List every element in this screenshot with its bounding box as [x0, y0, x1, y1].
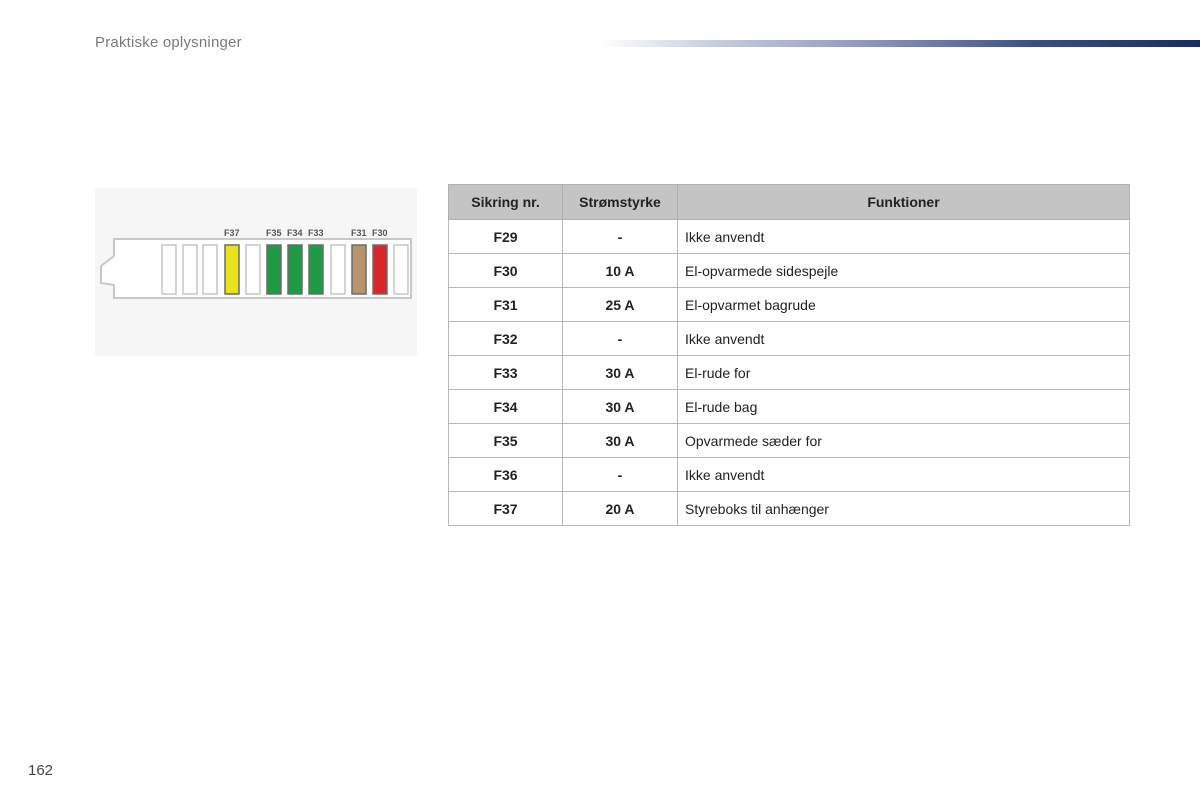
fuse-slot	[182, 244, 198, 295]
table-row: F37 20 A Styreboks til anhænger	[448, 491, 1130, 526]
current-cell: -	[562, 321, 678, 356]
fuse-number-cell: F36	[448, 457, 563, 492]
fuse-box-svg: F37 F35 F34 F33 F31 F30	[100, 228, 412, 299]
fuse-number-cell: F32	[448, 321, 563, 356]
fuse-label: F34	[287, 228, 303, 238]
fuse-slot	[372, 244, 388, 295]
fuse-label: F33	[308, 228, 324, 238]
header-accent-bar	[600, 40, 1200, 47]
table-row: F35 30 A Opvarmede sæder for	[448, 423, 1130, 458]
header-fuse-number: Sikring nr.	[448, 184, 563, 220]
fuse-number-cell: F35	[448, 423, 563, 458]
fuse-slot	[202, 244, 218, 295]
function-cell: Ikke anvendt	[677, 321, 1130, 356]
fuse-label: F35	[266, 228, 282, 238]
fuse-slot	[161, 244, 177, 295]
fuse-box-diagram: F37 F35 F34 F33 F31 F30	[95, 188, 417, 356]
fuse-slot	[245, 244, 261, 295]
header-functions: Funktioner	[677, 184, 1130, 220]
current-cell: 25 A	[562, 287, 678, 322]
function-cell: El-opvarmet bagrude	[677, 287, 1130, 322]
table-row: F36- Ikke anvendt	[448, 457, 1130, 492]
page-number: 162	[28, 762, 54, 779]
table-row: F30 10 A El-opvarmede sidespejle	[448, 253, 1130, 288]
fuse-label: F37	[224, 228, 240, 238]
fuse-table: Sikring nr. Strømstyrke Funktioner F29- I…	[448, 184, 1130, 526]
fuse-slot	[266, 244, 282, 295]
fuse-label: F31	[351, 228, 367, 238]
table-row: F31 25 A El-opvarmet bagrude	[448, 287, 1130, 322]
table-row: F33 30 A El-rude for	[448, 355, 1130, 390]
function-cell: Ikke anvendt	[677, 457, 1130, 492]
current-cell: 10 A	[562, 253, 678, 288]
fuse-number-cell: F33	[448, 355, 563, 390]
page-header-title: Praktiske oplysninger	[95, 34, 242, 51]
fuse-label: F30	[372, 228, 388, 238]
fuse-slots	[161, 244, 409, 295]
fuse-number-cell: F37	[448, 491, 563, 526]
fuse-slot	[351, 244, 367, 295]
fuse-slot	[393, 244, 409, 295]
function-cell: El-opvarmede sidespejle	[677, 253, 1130, 288]
function-cell: Styreboks til anhænger	[677, 491, 1130, 526]
function-cell: El-rude bag	[677, 389, 1130, 424]
current-cell: -	[562, 457, 678, 492]
current-cell: -	[562, 219, 678, 254]
fuse-number-cell: F34	[448, 389, 563, 424]
fuse-slot	[224, 244, 240, 295]
table-row: F34 30 A El-rude bag	[448, 389, 1130, 424]
table-row: F29- Ikke anvendt	[448, 219, 1130, 254]
header-current: Strømstyrke	[562, 184, 678, 220]
function-cell: El-rude for	[677, 355, 1130, 390]
fuse-number-cell: F29	[448, 219, 563, 254]
fuse-number-cell: F30	[448, 253, 563, 288]
function-cell: Ikke anvendt	[677, 219, 1130, 254]
fuse-slot	[308, 244, 324, 295]
current-cell: 30 A	[562, 423, 678, 458]
fuse-number-cell: F31	[448, 287, 563, 322]
table-header-row: Sikring nr. Strømstyrke Funktioner	[448, 184, 1130, 220]
current-cell: 20 A	[562, 491, 678, 526]
fuse-slot	[330, 244, 346, 295]
fuse-labels: F37 F35 F34 F33 F31 F30	[224, 228, 388, 238]
table-row: F32- Ikke anvendt	[448, 321, 1130, 356]
fuse-slot	[287, 244, 303, 295]
function-cell: Opvarmede sæder for	[677, 423, 1130, 458]
current-cell: 30 A	[562, 389, 678, 424]
current-cell: 30 A	[562, 355, 678, 390]
